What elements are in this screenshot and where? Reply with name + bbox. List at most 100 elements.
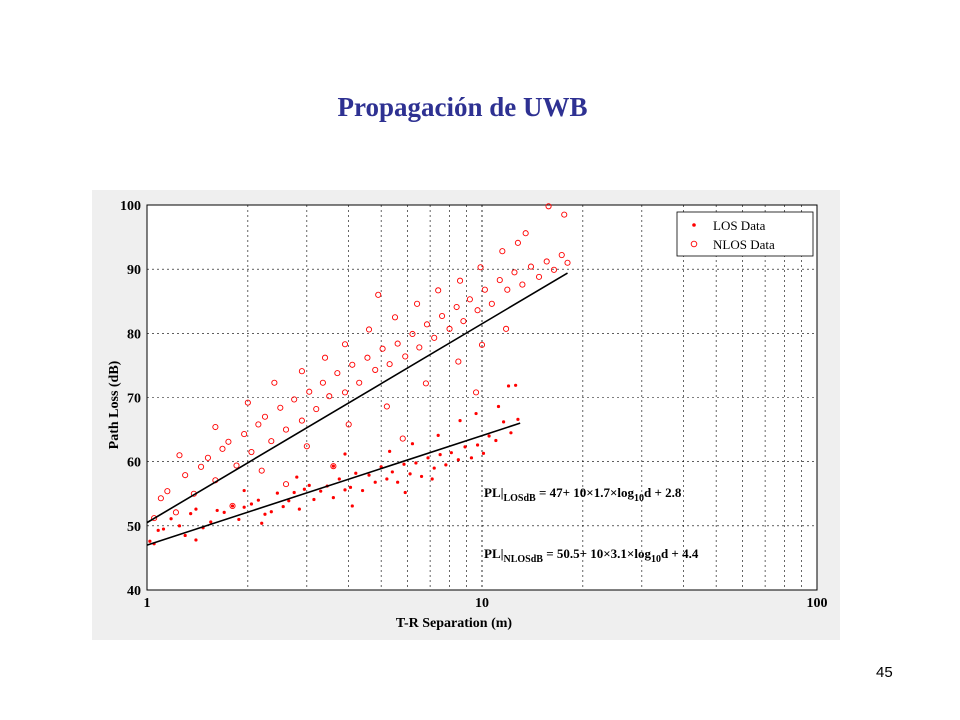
los-data-point bbox=[331, 496, 335, 500]
nlos-data-point bbox=[326, 393, 333, 400]
nlos-data-point bbox=[519, 281, 526, 288]
equation-text: PL|NLOSdB = 50.5+ 10×3.1×log10d + 4.4 bbox=[484, 546, 699, 565]
nlos-data-point bbox=[244, 399, 251, 406]
los-data-point bbox=[396, 480, 400, 484]
los-data-point bbox=[350, 504, 354, 508]
y-tick-label: 80 bbox=[127, 327, 141, 342]
nlos-data-point bbox=[561, 211, 568, 218]
y-axis-label: Path Loss (dB) bbox=[107, 360, 122, 449]
los-data-point bbox=[458, 419, 462, 423]
nlos-data-point bbox=[453, 303, 460, 311]
nlos-data-point bbox=[460, 318, 467, 325]
nlos-data-point bbox=[298, 368, 305, 375]
los-data-point bbox=[295, 475, 299, 479]
nlos-data-point bbox=[334, 370, 341, 377]
nlos-data-point bbox=[172, 509, 179, 516]
nlos-data-point bbox=[446, 325, 453, 332]
tick-labels: 1 10 100 40 50 60 70 80 90 100 bbox=[120, 199, 828, 611]
x-tick-label: 100 bbox=[807, 596, 828, 611]
los-data-point bbox=[256, 498, 260, 502]
nlos-data-point bbox=[176, 452, 183, 459]
los-data-point bbox=[156, 528, 160, 532]
figure-panel: 1 10 100 40 50 60 70 80 90 100 LOS Data NLOS Data … bbox=[92, 190, 840, 640]
nlos-data-point bbox=[457, 277, 464, 284]
los-data-point bbox=[194, 507, 198, 511]
nlos-data-point bbox=[383, 403, 390, 410]
y-tick-label: 100 bbox=[120, 199, 141, 214]
los-data-point bbox=[449, 451, 453, 455]
nlos-data-point bbox=[435, 287, 442, 294]
los-data-point bbox=[438, 453, 442, 457]
nlos-data-point bbox=[481, 286, 488, 293]
y-tick-label: 60 bbox=[127, 456, 141, 471]
nlos-data-point bbox=[306, 388, 313, 395]
x-axis-label: T-R Separation (m) bbox=[396, 616, 512, 631]
los-data-point bbox=[481, 451, 486, 455]
los-data-point bbox=[343, 452, 347, 456]
nlos-data-point bbox=[298, 417, 305, 424]
los-data-point bbox=[269, 510, 273, 514]
los-data-point bbox=[487, 434, 491, 438]
nlos-data-point bbox=[545, 203, 552, 210]
los-data-point bbox=[426, 456, 430, 460]
los-data-point bbox=[292, 490, 296, 495]
los-data-point bbox=[475, 443, 480, 447]
nlos-data-point bbox=[271, 379, 278, 386]
nlos-data-point bbox=[261, 413, 269, 420]
nlos-data-point bbox=[291, 396, 298, 403]
los-data-point bbox=[385, 477, 389, 481]
legend-box bbox=[676, 211, 814, 257]
nlos-data-point bbox=[391, 314, 399, 321]
legend-label: LOS Data bbox=[713, 218, 766, 233]
nlos-data-point bbox=[416, 344, 423, 351]
nlos-data-point bbox=[499, 248, 506, 255]
nlos-data-point bbox=[258, 467, 265, 474]
los-data-point bbox=[302, 487, 306, 491]
nlos-data-point bbox=[182, 472, 189, 479]
nlos-data-point bbox=[558, 252, 565, 259]
los-data-point bbox=[297, 507, 301, 511]
nlos-data-point bbox=[356, 379, 363, 386]
los-data-point bbox=[469, 456, 474, 460]
nlos-data-point bbox=[439, 312, 446, 320]
legend-marker-los bbox=[692, 223, 696, 227]
nlos-data-point bbox=[372, 366, 379, 373]
nlos-data-point bbox=[219, 445, 226, 452]
los-data-point bbox=[414, 461, 418, 465]
slide-title: Propagación de UWB bbox=[337, 92, 588, 122]
los-data-point bbox=[496, 404, 501, 409]
nlos-data-point bbox=[414, 300, 421, 307]
los-data-point bbox=[230, 504, 235, 508]
fit-lines bbox=[146, 272, 568, 546]
los-data-point bbox=[209, 520, 213, 524]
los-data-point bbox=[388, 449, 392, 453]
los-data-point bbox=[367, 473, 371, 477]
legend-marker-nlos bbox=[690, 240, 698, 248]
los-data-point bbox=[281, 504, 285, 509]
los-data-point bbox=[419, 474, 424, 479]
los-data-point bbox=[408, 472, 412, 476]
nlos-data-point bbox=[535, 273, 543, 280]
los-data-point bbox=[189, 512, 193, 516]
nlos-data-point bbox=[303, 443, 310, 450]
nlos-data-point bbox=[349, 361, 356, 368]
x-tick-label: 1 bbox=[144, 596, 151, 611]
nlos-data-point bbox=[386, 361, 393, 368]
nlos-data-point bbox=[422, 380, 429, 387]
los-data-point bbox=[222, 510, 226, 514]
los-data-point bbox=[183, 533, 187, 538]
nlos-data-point bbox=[241, 431, 248, 438]
los-data-point bbox=[456, 458, 460, 462]
nlos-data-point bbox=[157, 495, 164, 502]
nlos-data-point bbox=[341, 389, 349, 396]
nlos-data-point bbox=[477, 264, 484, 271]
nlos-data-point bbox=[341, 341, 349, 348]
los-data-point bbox=[501, 420, 506, 424]
nlos-data-point bbox=[511, 269, 518, 276]
y-tick-label: 90 bbox=[127, 263, 141, 278]
nlos-data-point bbox=[496, 277, 503, 284]
los-data-point bbox=[337, 477, 341, 481]
los-data-point bbox=[474, 411, 478, 416]
los-data-point bbox=[319, 489, 323, 493]
nlos-data-point bbox=[151, 515, 158, 522]
